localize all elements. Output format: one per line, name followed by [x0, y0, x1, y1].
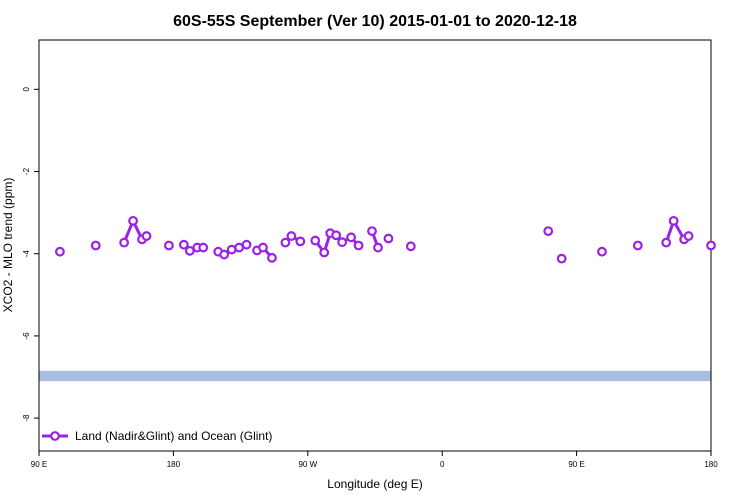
data-point [55, 246, 65, 257]
y-tick-label: -6 [22, 332, 31, 340]
data-point [556, 253, 567, 264]
data-point [258, 242, 268, 253]
plot-area: 90 E 180 90 W 0 90 E 180 0 -2 -4 -6 -8 [22, 39, 718, 469]
data-point [141, 231, 152, 241]
y-tick-label: -8 [22, 414, 31, 422]
legend-label: Land (Nadir&Glint) and Ocean (Glint) [75, 429, 272, 443]
x-tick-label: 90 E [568, 460, 584, 469]
x-tick-label: 0 [440, 460, 445, 469]
x-tick-label: 90 W [298, 460, 317, 469]
data-point [295, 236, 306, 247]
data-point [632, 240, 643, 251]
data-point [319, 247, 330, 258]
data-point [128, 215, 138, 226]
y-tick-label: -4 [22, 250, 31, 258]
data-point [178, 239, 189, 250]
data-point [198, 242, 209, 253]
x-tick-label: 180 [167, 460, 181, 469]
legend-marker [50, 431, 60, 441]
chart-title: 60S-55S September (Ver 10) 2015-01-01 to… [173, 13, 577, 30]
x-tick-label: 180 [704, 460, 718, 469]
legend: Land (Nadir&Glint) and Ocean (Glint) [42, 429, 272, 443]
data-point [405, 241, 416, 252]
data-point [310, 235, 321, 246]
data-point [337, 237, 348, 248]
data-point [219, 249, 230, 260]
data-point [90, 240, 101, 251]
y-axis-label: XCO2 - MLO trend (ppm) [1, 178, 15, 313]
y-tick-label: 0 [22, 87, 31, 92]
data-point [267, 252, 277, 263]
data-point [241, 239, 252, 250]
reference-band [39, 370, 711, 382]
data-point [280, 237, 291, 248]
data-point [373, 242, 383, 253]
data-point [706, 240, 716, 251]
data-point [164, 240, 174, 251]
data-point [597, 246, 607, 257]
data-point [331, 230, 342, 241]
y-tick-label: -2 [22, 167, 31, 175]
data-point [353, 240, 364, 251]
data-point [346, 232, 357, 243]
data-point [383, 233, 394, 244]
data-point [683, 231, 694, 241]
data-point [119, 237, 130, 248]
x-tick-label: 90 E [31, 460, 47, 469]
x-axis-label: Longitude (deg E) [327, 477, 422, 491]
data-point [367, 226, 377, 237]
data-point [184, 245, 195, 256]
data-point [543, 226, 554, 237]
data-point [286, 231, 297, 241]
data-point [661, 237, 672, 248]
data-point [668, 215, 679, 226]
